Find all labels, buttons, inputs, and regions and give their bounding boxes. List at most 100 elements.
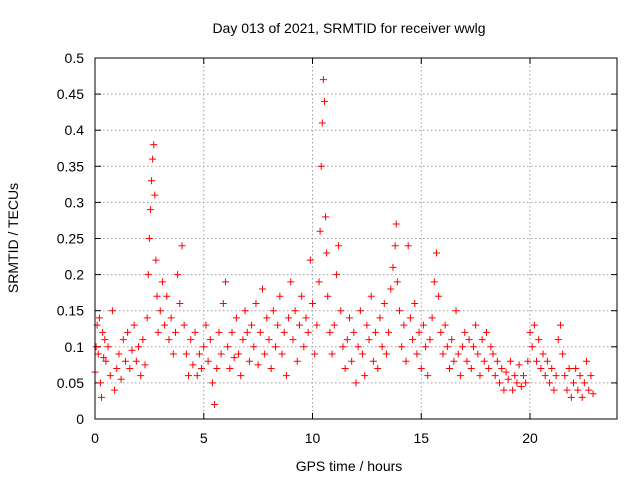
x-axis-label: GPS time / hours [296, 458, 403, 474]
data-point [476, 372, 484, 380]
data-point [332, 271, 340, 279]
data-point [302, 314, 310, 322]
data-point [424, 372, 432, 380]
data-point [149, 155, 157, 163]
data-point [372, 328, 380, 336]
data-point [452, 307, 460, 315]
data-point [387, 285, 395, 293]
data-point [228, 328, 236, 336]
data-point [392, 220, 400, 228]
data-point [583, 357, 591, 365]
data-point [235, 350, 243, 358]
data-point [153, 292, 161, 300]
y-tick-label: 0.05 [57, 375, 84, 391]
data-point [441, 321, 449, 329]
data-point [493, 357, 501, 365]
data-point [556, 321, 564, 329]
data-point [101, 336, 109, 344]
data-point [121, 357, 129, 365]
data-point [230, 354, 238, 362]
data-point [533, 357, 541, 365]
data-point [354, 343, 362, 351]
data-point [313, 321, 321, 329]
y-tick-label: 0.25 [57, 231, 84, 247]
data-point [124, 328, 132, 336]
data-point [98, 393, 106, 401]
x-tick-label: 0 [91, 430, 99, 446]
data-point [204, 357, 212, 365]
data-point [300, 343, 308, 351]
y-tick-label: 0.35 [57, 158, 84, 174]
y-tick-label: 0.45 [57, 86, 84, 102]
data-point [152, 256, 160, 264]
data-point [417, 364, 425, 372]
data-point [176, 299, 184, 307]
data-point [506, 357, 514, 365]
data-point [245, 357, 253, 365]
data-point [513, 379, 521, 387]
data-point [128, 346, 136, 354]
data-point [415, 328, 423, 336]
data-point [554, 336, 562, 344]
data-point [213, 364, 221, 372]
data-point [289, 336, 297, 344]
data-point [241, 307, 249, 315]
data-point [154, 328, 162, 336]
data-point [156, 307, 164, 315]
data-point [239, 336, 247, 344]
data-point [108, 307, 116, 315]
data-point [504, 375, 512, 383]
data-point [174, 271, 182, 279]
data-point [456, 372, 464, 380]
data-point [278, 350, 286, 358]
data-point [402, 357, 410, 365]
data-point [369, 357, 377, 365]
data-point [151, 191, 159, 199]
data-point [548, 364, 556, 372]
data-point [237, 372, 245, 380]
data-point [511, 372, 519, 380]
data-point [148, 177, 156, 185]
data-point [378, 343, 386, 351]
data-point [389, 263, 397, 271]
data-point [100, 354, 108, 362]
data-point [178, 242, 186, 250]
data-point [252, 299, 260, 307]
data-point [298, 292, 306, 300]
data-point [515, 361, 523, 369]
data-point [280, 328, 288, 336]
data-point [391, 242, 399, 250]
data-point [469, 343, 477, 351]
data-point [465, 336, 473, 344]
data-point [206, 336, 214, 344]
data-point [448, 336, 456, 344]
data-point [274, 321, 282, 329]
y-tick-label: 0 [76, 411, 84, 427]
data-point [585, 386, 593, 394]
data-point [382, 350, 390, 358]
data-point [411, 299, 419, 307]
data-point [563, 386, 571, 394]
data-point [304, 328, 312, 336]
data-point [574, 386, 582, 394]
data-point [519, 372, 527, 380]
data-point [337, 307, 345, 315]
data-point [450, 357, 458, 365]
data-point [320, 97, 328, 105]
data-point [385, 328, 393, 336]
data-point [541, 372, 549, 380]
data-point [254, 361, 262, 369]
data-point [180, 321, 188, 329]
data-point [404, 242, 412, 250]
axis-ticks: 0 0.05 0.1 0.15 0.2 0.25 0.3 0.35 0.4 0.45 0.5 0 5 10… [57, 50, 617, 446]
data-point [256, 328, 264, 336]
data-point [182, 350, 190, 358]
y-tick-label: 0.4 [65, 122, 85, 138]
data-point [480, 357, 488, 365]
data-point [323, 249, 331, 257]
data-point [522, 379, 530, 387]
data-point [526, 328, 534, 336]
data-point [191, 328, 199, 336]
data-point [265, 336, 273, 344]
